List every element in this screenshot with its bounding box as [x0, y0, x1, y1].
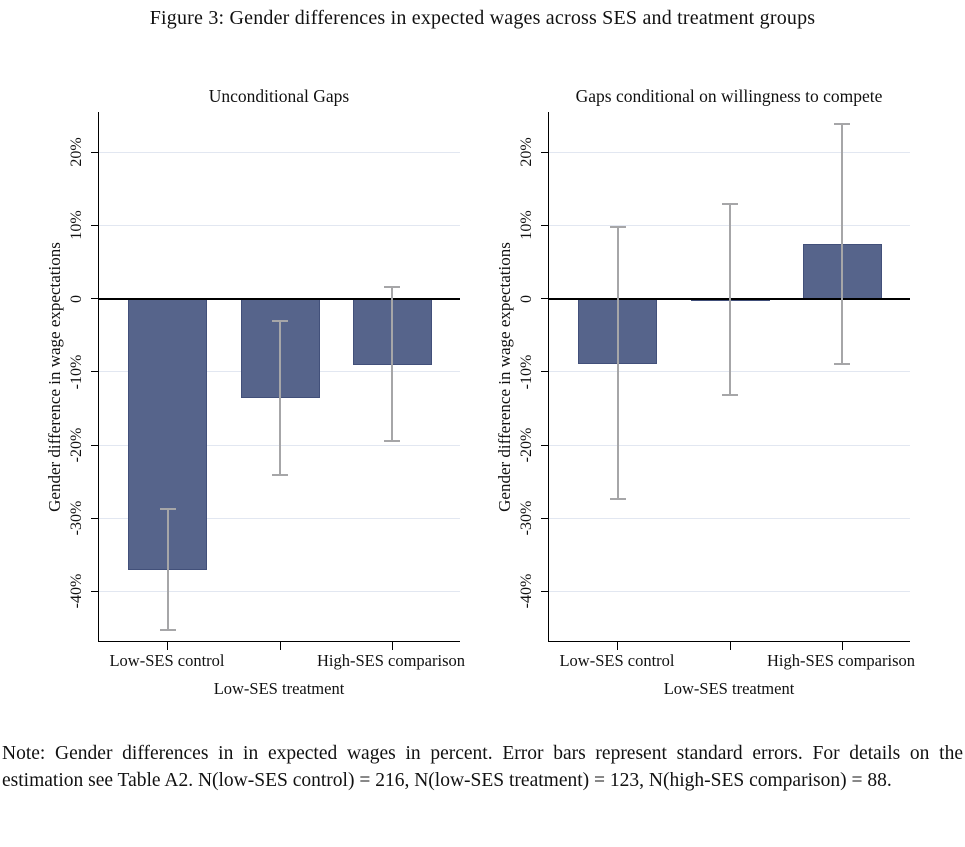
error-bar-line — [166, 508, 169, 630]
y-tick — [541, 151, 549, 153]
gridline — [99, 517, 460, 519]
y-tick — [91, 298, 99, 300]
x-tick — [841, 642, 843, 650]
error-bar-line — [841, 124, 844, 364]
y-tick-label: 10% — [518, 210, 535, 241]
y-tick-label: 20% — [68, 137, 85, 167]
x-tick — [391, 642, 393, 650]
x-tick — [279, 642, 281, 650]
y-tick — [91, 517, 99, 519]
error-bar-cap — [834, 123, 851, 126]
y-tick-label: 0 — [68, 294, 85, 303]
error-bar-line — [279, 320, 281, 476]
y-tick-label: -30% — [518, 500, 535, 536]
x-category-label: Low-SES control — [109, 651, 225, 670]
y-tick-label: -10% — [518, 354, 535, 390]
error-bar-cap — [159, 507, 176, 510]
error-bar-cap — [609, 497, 626, 500]
y-tick — [541, 371, 549, 373]
figure-title: Figure 3: Gender differences in expected… — [149, 7, 816, 29]
y-tick — [541, 444, 549, 446]
error-bar-cap — [722, 394, 738, 397]
figure-note: Note: Gender differences in in expected … — [2, 743, 963, 792]
error-bar-cap — [609, 225, 626, 228]
y-tick-label: -20% — [68, 427, 85, 463]
y-tick-label: -40% — [518, 574, 535, 609]
y-tick — [91, 151, 99, 153]
chart-panel-unconditional: Unconditional Gaps Gender difference in … — [40, 85, 500, 715]
plot-area: 20% 10% 0 -10% -20% -30% -40% — [518, 112, 910, 650]
panel-title: Gaps conditional on willingness to compe… — [575, 86, 883, 106]
y-tick-label: -30% — [68, 500, 85, 536]
x-tick — [617, 642, 619, 650]
y-tick-label: -40% — [68, 574, 85, 609]
x-category-label: High-SES comparison — [316, 651, 466, 670]
x-category-label: Low-SES control — [559, 651, 675, 670]
x-category-label: Low-SES treatment — [213, 679, 345, 698]
y-tick — [541, 298, 549, 300]
y-tick — [91, 371, 99, 373]
y-axis-label: Gender difference in wage expectations — [45, 242, 64, 512]
y-tick — [91, 444, 99, 446]
x-tick — [167, 642, 169, 650]
chart-panel-conditional: Gaps conditional on willingness to compe… — [490, 85, 965, 715]
gridline — [99, 151, 460, 153]
y-tick-label: 0 — [518, 294, 535, 303]
error-bar-cap — [272, 319, 288, 322]
error-bar-line — [616, 226, 619, 499]
y-tick — [541, 590, 549, 592]
y-tick-label: 10% — [68, 210, 85, 241]
error-bar-cap — [159, 628, 176, 631]
gridline — [549, 151, 910, 153]
gridline — [549, 590, 910, 592]
y-tick-label: -20% — [518, 427, 535, 463]
bar — [128, 298, 208, 570]
y-tick-label: -10% — [68, 354, 85, 390]
gridline — [549, 517, 910, 519]
gridline — [549, 444, 910, 446]
charts-row: Unconditional Gaps Gender difference in … — [0, 85, 965, 715]
error-bar-line — [391, 286, 394, 441]
panel-title: Unconditional Gaps — [208, 86, 350, 106]
error-bar-cap — [384, 439, 401, 442]
x-category-label: Low-SES treatment — [663, 679, 795, 698]
gridline — [99, 590, 460, 592]
gridline — [99, 224, 460, 226]
y-tick — [541, 224, 549, 226]
y-tick — [91, 224, 99, 226]
error-bar-cap — [272, 474, 288, 477]
error-bar-cap — [834, 362, 851, 365]
y-tick-label: 20% — [518, 137, 535, 167]
y-axis-label: Gender difference in wage expectations — [495, 242, 514, 512]
zero-line — [99, 297, 460, 300]
error-bar-cap — [384, 285, 401, 288]
x-tick — [729, 642, 731, 650]
error-bar-line — [729, 204, 731, 396]
plot-area: 20% 10% 0 -10% -20% -30% -40% — [68, 112, 460, 650]
y-tick — [91, 590, 99, 592]
x-category-label: High-SES comparison — [766, 651, 916, 670]
error-bar-cap — [722, 203, 738, 206]
y-tick — [541, 517, 549, 519]
